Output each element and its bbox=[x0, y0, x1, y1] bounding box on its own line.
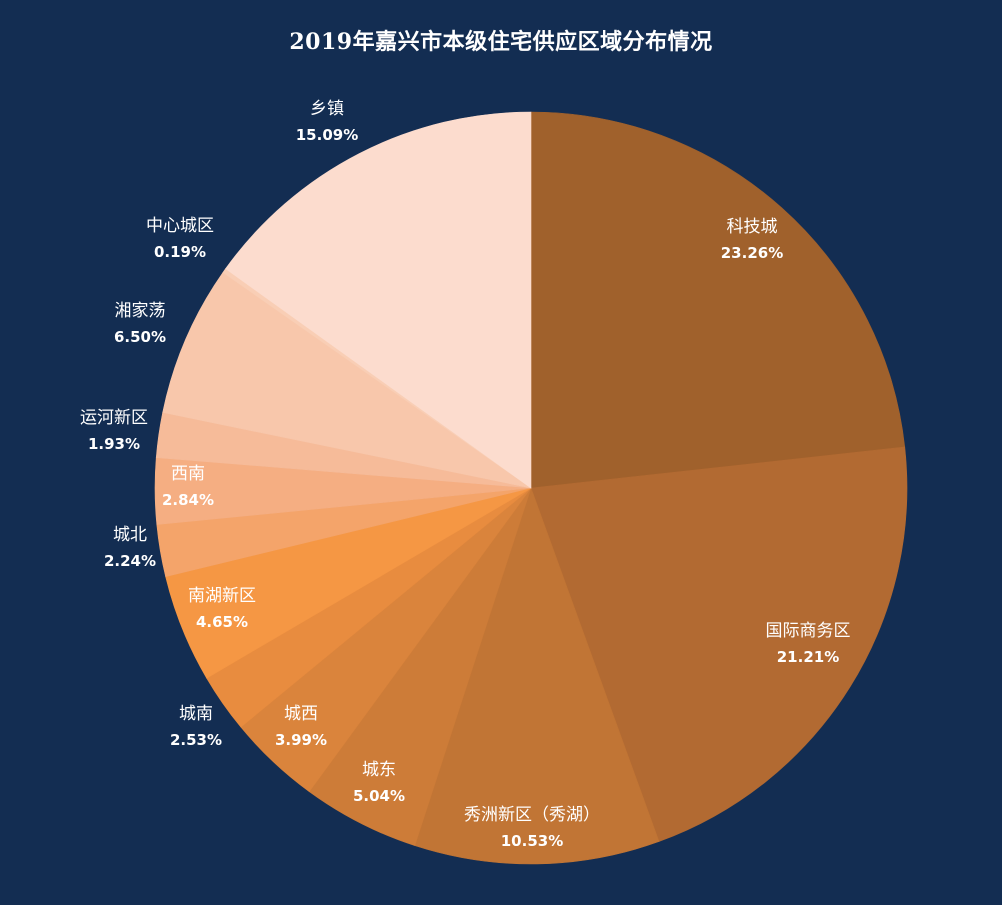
slice-category-label: 城西 bbox=[284, 704, 318, 724]
pie-slice bbox=[414, 487, 660, 865]
pie-slice bbox=[530, 111, 906, 489]
slice-data-label: 城西 3.99% bbox=[275, 704, 327, 749]
slice-data-label: 国际商务区 21.21% bbox=[766, 621, 851, 666]
slice-percent-label: 0.19% bbox=[154, 243, 206, 261]
slice-category-label: 城北 bbox=[113, 525, 147, 545]
slice-category-label: 城东 bbox=[362, 760, 396, 780]
slice-category-label: 乡镇 bbox=[310, 99, 344, 119]
slice-data-label: 西南 2.84% bbox=[162, 464, 214, 509]
slice-category-label: 湘家荡 bbox=[115, 301, 166, 321]
slice-data-label: 运河新区 1.93% bbox=[80, 408, 148, 453]
slice-percent-label: 15.09% bbox=[296, 126, 358, 144]
slice-percent-label: 3.99% bbox=[275, 731, 327, 749]
pie-slice bbox=[225, 111, 532, 489]
slice-percent-label: 2.24% bbox=[104, 552, 156, 570]
slice-data-label: 中心城区 0.19% bbox=[146, 216, 214, 261]
labels-group: 科技城 23.26% 国际商务区 21.21% 秀洲新区（秀湖） 10.53% 城东 5.04… bbox=[80, 99, 851, 850]
slices-group bbox=[154, 111, 908, 865]
slice-category-label: 西南 bbox=[171, 464, 205, 484]
pie-slice bbox=[162, 271, 532, 489]
slice-percent-label: 10.53% bbox=[501, 832, 563, 850]
slice-category-label: 运河新区 bbox=[80, 408, 148, 428]
slice-data-label: 城东 5.04% bbox=[353, 760, 405, 805]
slice-percent-label: 6.50% bbox=[114, 328, 166, 346]
slice-percent-label: 21.21% bbox=[777, 648, 839, 666]
slice-percent-label: 23.26% bbox=[721, 244, 783, 262]
slice-data-label: 城南 2.53% bbox=[170, 704, 222, 749]
slice-percent-label: 4.65% bbox=[196, 613, 248, 631]
slice-category-label: 中心城区 bbox=[146, 216, 214, 236]
slice-data-label: 科技城 23.26% bbox=[721, 217, 783, 262]
pie-slice bbox=[530, 446, 908, 842]
slice-data-label: 湘家荡 6.50% bbox=[114, 301, 166, 346]
slice-data-label: 秀洲新区（秀湖） 10.53% bbox=[464, 805, 600, 850]
slice-category-label: 科技城 bbox=[727, 217, 778, 237]
slice-percent-label: 2.84% bbox=[162, 491, 214, 509]
slice-category-label: 南湖新区 bbox=[188, 586, 256, 606]
slice-data-label: 乡镇 15.09% bbox=[296, 99, 358, 144]
slice-percent-label: 1.93% bbox=[88, 435, 140, 453]
slice-data-label: 城北 2.24% bbox=[104, 525, 156, 570]
slice-category-label: 国际商务区 bbox=[766, 621, 851, 641]
slice-category-label: 秀洲新区（秀湖） bbox=[464, 805, 600, 825]
slice-percent-label: 5.04% bbox=[353, 787, 405, 805]
slice-percent-label: 2.53% bbox=[170, 731, 222, 749]
slice-data-label: 南湖新区 4.65% bbox=[188, 586, 256, 631]
slice-category-label: 城南 bbox=[179, 704, 213, 724]
chart-title: 2019年嘉兴市本级住宅供应区域分布情况 bbox=[289, 29, 713, 55]
